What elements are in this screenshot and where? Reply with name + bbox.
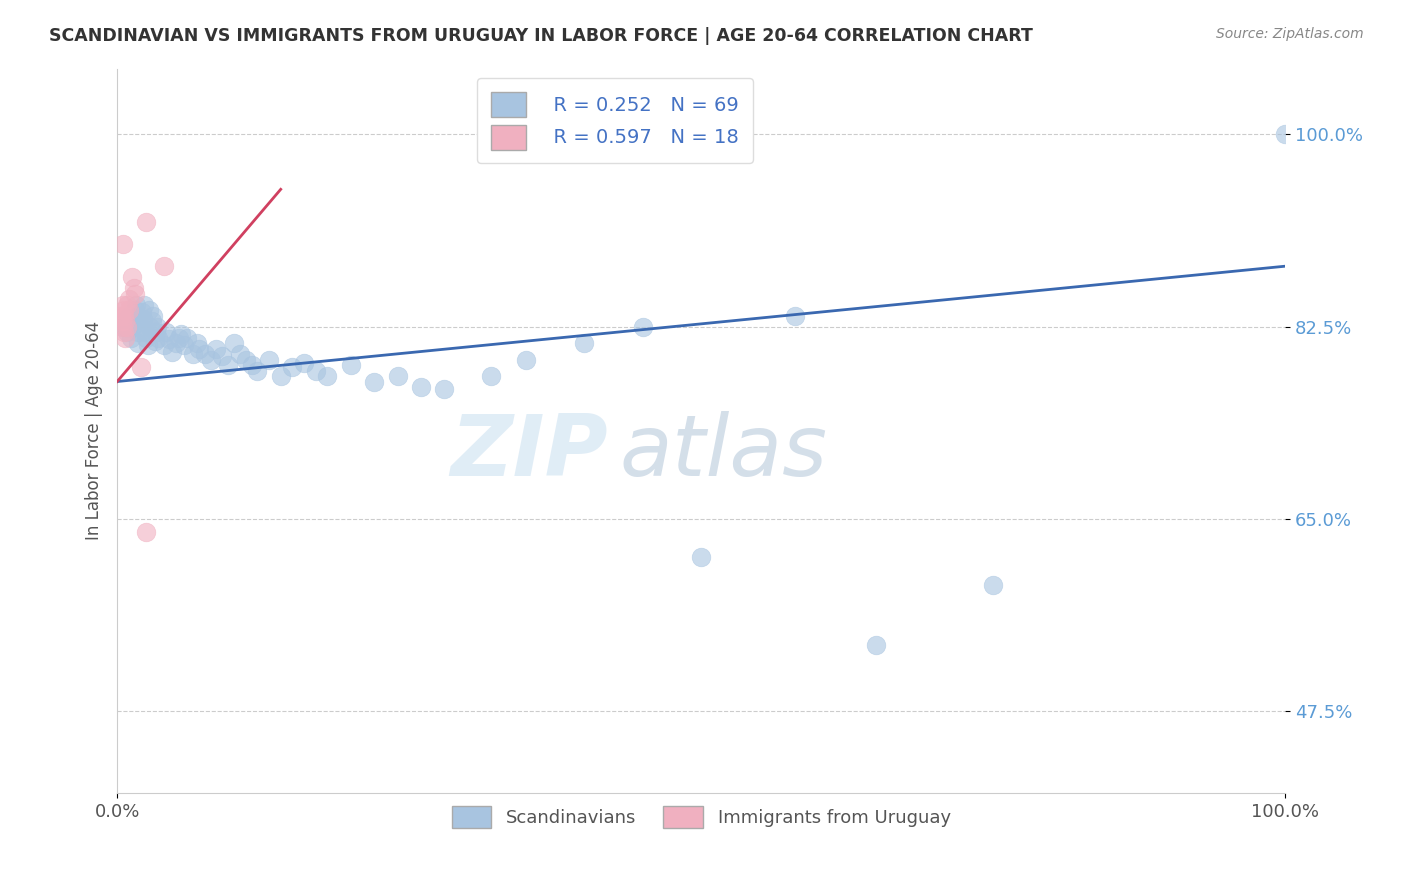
Point [246, 363, 269, 377]
Point [112, 309, 135, 323]
Point [153, 259, 176, 273]
Point [124, 286, 146, 301]
Point [305, 363, 328, 377]
Point [235, 352, 257, 367]
Point [146, 319, 169, 334]
Point [409, 380, 432, 394]
Point [363, 375, 385, 389]
Point [120, 330, 142, 344]
Point [138, 303, 160, 318]
Point [339, 358, 361, 372]
Point [170, 327, 193, 342]
Point [122, 281, 145, 295]
Point [118, 292, 141, 306]
Point [118, 309, 141, 323]
Point [783, 309, 806, 323]
Point [157, 332, 180, 346]
Point [574, 336, 596, 351]
Point [129, 319, 152, 334]
Y-axis label: In Labor Force | Age 20-64: In Labor Force | Age 20-64 [86, 321, 103, 541]
Point [229, 347, 252, 361]
Point [131, 305, 153, 319]
Point [240, 358, 263, 372]
Point [257, 352, 280, 367]
Point [167, 330, 190, 344]
Point [146, 330, 169, 344]
Point [112, 303, 135, 318]
Point [134, 325, 156, 339]
Point [433, 382, 456, 396]
Point [155, 325, 177, 339]
Point [125, 309, 148, 323]
Point [479, 369, 502, 384]
Point [124, 314, 146, 328]
Legend: Scandinavians, Immigrants from Uruguay: Scandinavians, Immigrants from Uruguay [444, 798, 957, 835]
Point [135, 330, 157, 344]
Text: ZIP: ZIP [450, 411, 607, 494]
Point [186, 336, 208, 351]
Point [153, 338, 176, 352]
Point [173, 338, 195, 352]
Point [112, 237, 135, 252]
Point [187, 342, 209, 356]
Point [112, 319, 135, 334]
Point [181, 347, 204, 361]
Point [141, 314, 163, 328]
Point [136, 338, 159, 352]
Point [127, 325, 149, 339]
Point [981, 577, 1004, 591]
Point [114, 330, 136, 344]
Point [631, 319, 654, 334]
Point [865, 638, 887, 652]
Point [124, 303, 146, 318]
Point [160, 344, 183, 359]
Point [139, 319, 162, 334]
Point [316, 369, 339, 384]
Point [690, 550, 713, 565]
Point [205, 342, 228, 356]
Point [112, 325, 135, 339]
Point [270, 369, 292, 384]
Text: SCANDINAVIAN VS IMMIGRANTS FROM URUGUAY IN LABOR FORCE | AGE 20-64 CORRELATION C: SCANDINAVIAN VS IMMIGRANTS FROM URUGUAY … [49, 27, 1033, 45]
Point [132, 312, 155, 326]
Point [120, 314, 142, 328]
Point [515, 352, 537, 367]
Point [165, 336, 187, 351]
Point [1274, 128, 1296, 142]
Point [112, 319, 135, 334]
Point [127, 336, 149, 351]
Point [281, 360, 304, 375]
Point [217, 358, 239, 372]
Point [145, 325, 167, 339]
Point [200, 352, 222, 367]
Point [125, 298, 148, 312]
Point [143, 334, 166, 348]
Point [121, 319, 143, 334]
Point [129, 360, 152, 375]
Point [135, 215, 157, 229]
Point [222, 336, 245, 351]
Point [118, 303, 141, 318]
Text: atlas: atlas [620, 411, 827, 494]
Point [115, 325, 138, 339]
Point [292, 356, 315, 370]
Point [176, 330, 198, 344]
Point [115, 319, 138, 334]
Text: Source: ZipAtlas.com: Source: ZipAtlas.com [1216, 27, 1364, 41]
Point [111, 314, 134, 328]
Point [121, 270, 143, 285]
Point [114, 314, 136, 328]
Point [115, 298, 138, 312]
Point [112, 298, 135, 312]
Point [387, 369, 409, 384]
Point [135, 524, 157, 539]
Point [110, 309, 132, 323]
Point [194, 347, 217, 361]
Point [211, 349, 233, 363]
Point [132, 298, 155, 312]
Point [142, 309, 165, 323]
